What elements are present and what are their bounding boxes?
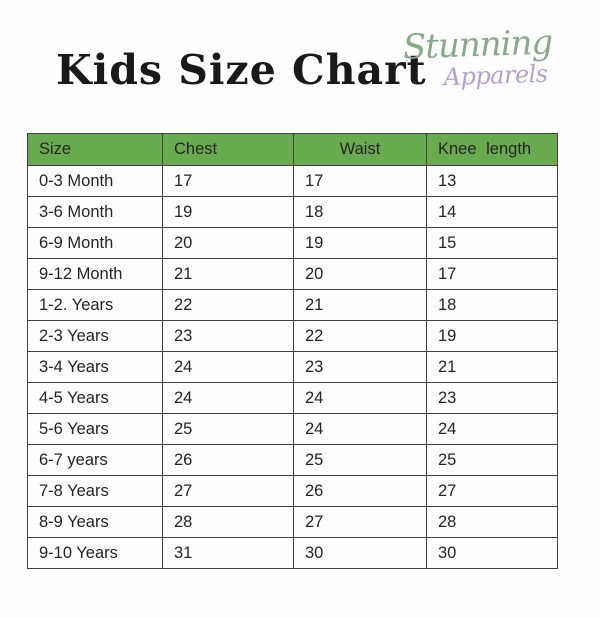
- brand-word-stunning: Stunning: [402, 22, 553, 68]
- measurement-cell: 17: [162, 165, 294, 197]
- size-cell: 9-12 Month: [27, 258, 163, 290]
- column-header-chest: Chest: [162, 133, 294, 166]
- measurement-cell: 21: [162, 258, 294, 290]
- table-row: 1-2. Years 22 21 18: [27, 289, 558, 321]
- size-cell: 6-7 years: [27, 444, 163, 476]
- measurement-cell: 17: [426, 258, 558, 290]
- size-cell: 7-8 Years: [27, 475, 163, 507]
- measurement-cell: 24: [293, 413, 427, 445]
- table-row: 3-4 Years 24 23 21: [27, 351, 558, 383]
- measurement-cell: 23: [293, 351, 427, 383]
- measurement-cell: 22: [162, 289, 294, 321]
- table-row: 7-8 Years 27 26 27: [27, 475, 558, 507]
- measurement-cell: 27: [162, 475, 294, 507]
- measurement-cell: 28: [162, 506, 294, 538]
- table-row: 9-12 Month 21 20 17: [27, 258, 558, 290]
- size-cell: 1-2. Years: [27, 289, 163, 321]
- table-header-row: Size Chest Waist Knee length: [27, 133, 558, 166]
- measurement-cell: 28: [426, 506, 558, 538]
- size-cell: 3-6 Month: [27, 196, 163, 228]
- table-row: 4-5 Years 24 24 23: [27, 382, 558, 414]
- page-title: Kids Size Chart: [56, 46, 427, 94]
- measurement-cell: 21: [426, 351, 558, 383]
- measurement-cell: 24: [426, 413, 558, 445]
- measurement-cell: 20: [162, 227, 294, 259]
- measurement-cell: 30: [293, 537, 427, 569]
- size-chart-table: Size Chest Waist Knee length 0-3 Month 17 17 1…: [27, 133, 558, 569]
- table-row: 9-10 Years 31 30 30: [27, 537, 558, 569]
- measurement-cell: 23: [162, 320, 294, 352]
- size-cell: 0-3 Month: [27, 165, 163, 197]
- brand-word-apparels: Apparels: [443, 59, 549, 92]
- size-cell: 4-5 Years: [27, 382, 163, 414]
- measurement-cell: 24: [162, 382, 294, 414]
- table-row: 6-7 years 26 25 25: [27, 444, 558, 476]
- measurement-cell: 22: [293, 320, 427, 352]
- size-cell: 3-4 Years: [27, 351, 163, 383]
- measurement-cell: 14: [426, 196, 558, 228]
- column-header-knee-length: Knee length: [426, 133, 558, 166]
- measurement-cell: 30: [426, 537, 558, 569]
- column-header-size: Size: [27, 133, 163, 166]
- measurement-cell: 31: [162, 537, 294, 569]
- measurement-cell: 19: [293, 227, 427, 259]
- column-header-waist: Waist: [293, 133, 427, 166]
- measurement-cell: 24: [162, 351, 294, 383]
- measurement-cell: 25: [293, 444, 427, 476]
- measurement-cell: 27: [293, 506, 427, 538]
- measurement-cell: 18: [426, 289, 558, 321]
- measurement-cell: 26: [162, 444, 294, 476]
- measurement-cell: 25: [162, 413, 294, 445]
- table-row: 6-9 Month 20 19 15: [27, 227, 558, 259]
- measurement-cell: 27: [426, 475, 558, 507]
- measurement-cell: 20: [293, 258, 427, 290]
- table-row: 0-3 Month 17 17 13: [27, 165, 558, 197]
- brand-logo: Stunning Apparels: [397, 22, 559, 92]
- size-cell: 5-6 Years: [27, 413, 163, 445]
- measurement-cell: 17: [293, 165, 427, 197]
- size-cell: 9-10 Years: [27, 537, 163, 569]
- measurement-cell: 23: [426, 382, 558, 414]
- measurement-cell: 26: [293, 475, 427, 507]
- measurement-cell: 18: [293, 196, 427, 228]
- table-row: 5-6 Years 25 24 24: [27, 413, 558, 445]
- measurement-cell: 19: [426, 320, 558, 352]
- table-row: 8-9 Years 28 27 28: [27, 506, 558, 538]
- measurement-cell: 24: [293, 382, 427, 414]
- size-cell: 2-3 Years: [27, 320, 163, 352]
- measurement-cell: 13: [426, 165, 558, 197]
- table-row: 3-6 Month 19 18 14: [27, 196, 558, 228]
- measurement-cell: 25: [426, 444, 558, 476]
- size-cell: 8-9 Years: [27, 506, 163, 538]
- measurement-cell: 21: [293, 289, 427, 321]
- size-cell: 6-9 Month: [27, 227, 163, 259]
- measurement-cell: 15: [426, 227, 558, 259]
- measurement-cell: 19: [162, 196, 294, 228]
- size-table-body: 0-3 Month 17 17 13 3-6 Month 19 18 14 6-9 Month 2…: [27, 165, 558, 569]
- table-row: 2-3 Years 23 22 19: [27, 320, 558, 352]
